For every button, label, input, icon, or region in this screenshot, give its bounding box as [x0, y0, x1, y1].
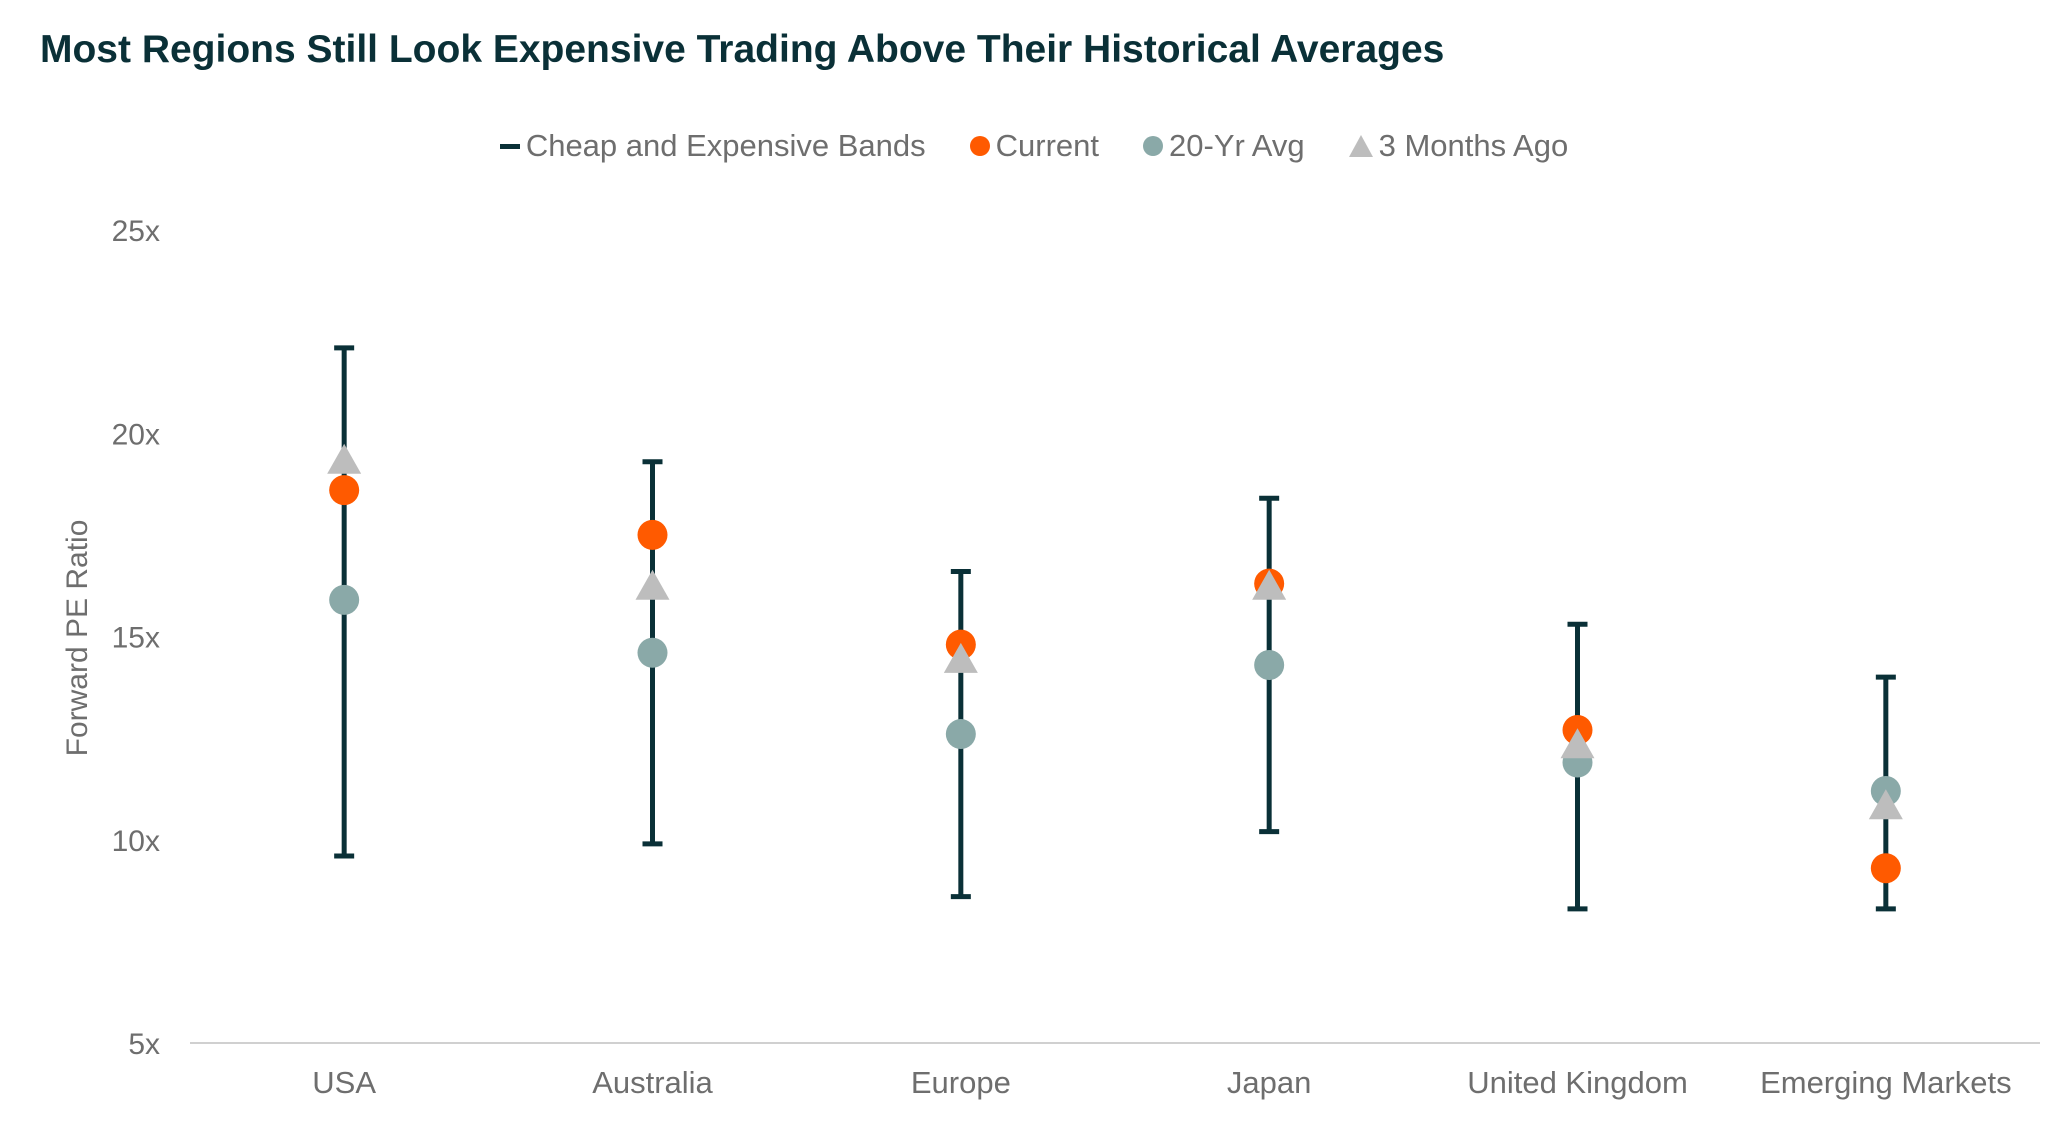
- y-tick-label: 5x: [128, 1028, 160, 1061]
- legend-label-ago: 3 Months Ago: [1378, 128, 1569, 163]
- legend-band-swatch: [499, 143, 520, 149]
- legend-item-ago: 3 Months Ago: [1348, 128, 1569, 164]
- legend-item-bands: Cheap and Expensive Bands: [499, 128, 926, 164]
- legend-label-current: Current: [995, 128, 1100, 163]
- x-tick-label: Japan: [1227, 1065, 1311, 1100]
- current-point: [1870, 853, 1901, 884]
- legend-label-avg: 20-Yr Avg: [1169, 128, 1305, 163]
- y-tick-label: 15x: [112, 622, 160, 655]
- legend-label-bands: Cheap and Expensive Bands: [525, 128, 926, 163]
- avg-point: [945, 719, 976, 750]
- x-tick-label: Emerging Markets: [1760, 1065, 2012, 1100]
- avg-point: [329, 584, 360, 615]
- x-tick-label: Europe: [911, 1065, 1011, 1100]
- current-point: [637, 519, 668, 550]
- y-tick-label: 10x: [112, 825, 160, 858]
- three-months-ago-point: [1560, 728, 1595, 759]
- legend-avg-swatch: [1143, 136, 1164, 156]
- avg-point: [1254, 649, 1285, 680]
- chart-legend: Cheap and Expensive Bands Current 20-Yr …: [0, 128, 2068, 164]
- legend-current-swatch: [969, 136, 990, 156]
- x-tick-label: United Kingdom: [1467, 1065, 1688, 1100]
- three-months-ago-point: [327, 443, 362, 474]
- x-tick-label: Australia: [592, 1065, 713, 1100]
- avg-point: [637, 637, 668, 668]
- three-months-ago-point: [1252, 569, 1287, 600]
- three-months-ago-point: [635, 569, 670, 600]
- x-tick-label: USA: [312, 1065, 376, 1100]
- legend-item-avg: 20-Yr Avg: [1143, 128, 1305, 164]
- current-point: [329, 475, 360, 506]
- chart-title: Most Regions Still Look Expensive Tradin…: [40, 28, 1445, 71]
- legend-ago-swatch: [1348, 135, 1373, 157]
- three-months-ago-point: [1868, 789, 1903, 820]
- three-months-ago-point: [943, 642, 978, 673]
- y-tick-label: 20x: [112, 418, 160, 451]
- y-tick-label: 25x: [112, 215, 160, 248]
- legend-item-current: Current: [969, 128, 1100, 164]
